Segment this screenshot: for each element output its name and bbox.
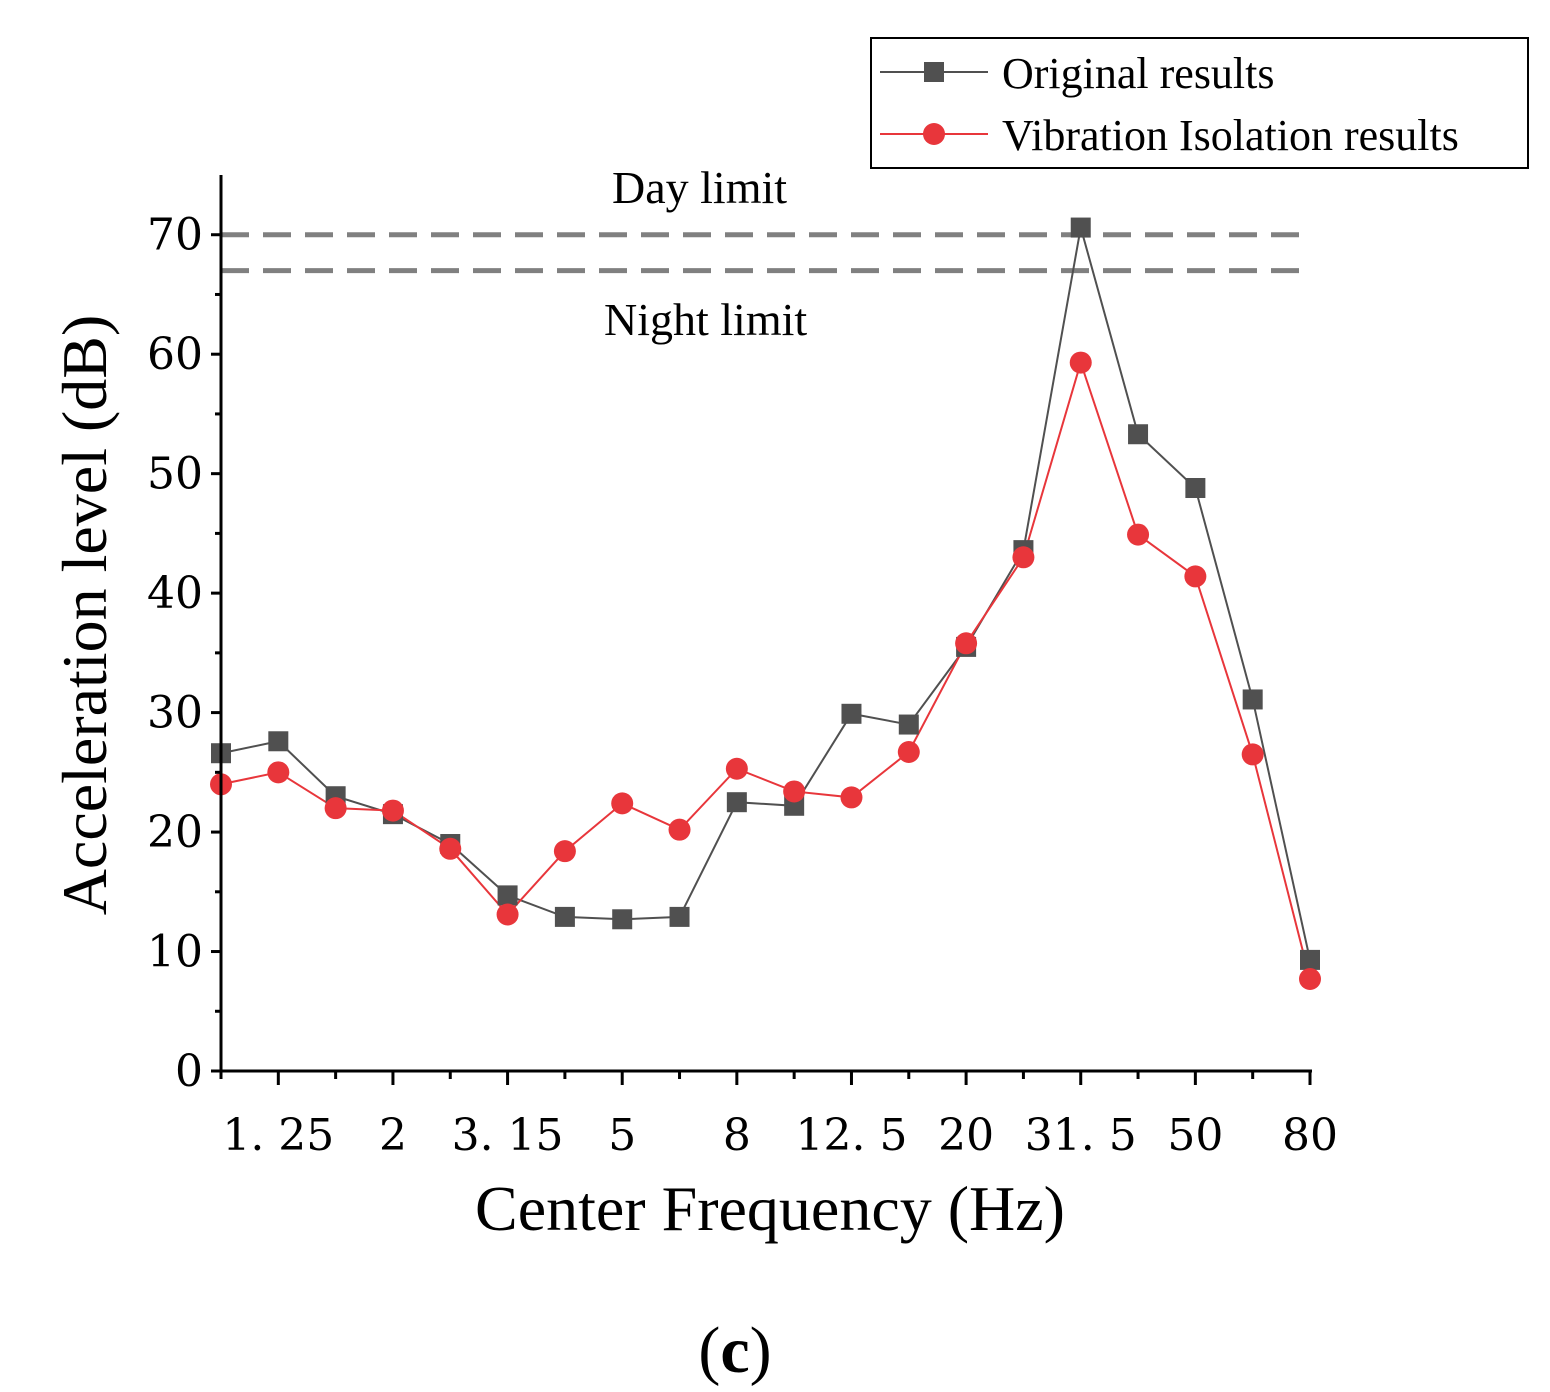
point-original [1185, 478, 1206, 499]
point-original [726, 792, 747, 813]
panel-open-paren: ( [698, 1314, 720, 1387]
x-tick-label: 1. 25 [222, 1110, 334, 1161]
point-isolation [381, 799, 404, 822]
panel-letter: c [720, 1314, 749, 1387]
y-tick-label: 20 [147, 807, 203, 858]
point-original [1242, 689, 1263, 710]
x-tick-label: 2 [379, 1110, 407, 1161]
point-original [554, 906, 575, 927]
point-isolation [553, 840, 576, 863]
point-isolation [496, 903, 519, 926]
point-original [1070, 217, 1091, 238]
y-tick-label: 60 [147, 329, 203, 380]
legend-marker-original [924, 62, 944, 82]
axes [219, 175, 1312, 1073]
y-tick-label: 0 [175, 1046, 203, 1097]
point-isolation [1127, 523, 1150, 546]
x-tick-label: 50 [1167, 1110, 1223, 1161]
x-tick-label: 3. 15 [452, 1110, 564, 1161]
point-original [898, 714, 919, 735]
point-isolation [1184, 565, 1207, 588]
point-original [669, 906, 690, 927]
point-isolation [725, 757, 748, 780]
point-isolation [897, 741, 920, 764]
night-limit-label: Night limit [604, 294, 807, 345]
x-tick-label: 12. 5 [795, 1110, 907, 1161]
point-isolation [1299, 968, 1321, 991]
x-tick-label: 20 [938, 1110, 994, 1161]
panel-label: (c) [698, 1314, 771, 1387]
legend-label-isolation: Vibration Isolation results [1002, 111, 1459, 160]
point-isolation [1012, 546, 1035, 569]
point-isolation [955, 632, 978, 655]
legend: Original results Vibration Isolation res… [870, 37, 1529, 169]
series-layer [210, 217, 1321, 991]
point-original [1300, 949, 1320, 970]
x-tick-label: 8 [723, 1110, 751, 1161]
x-tick-label: 80 [1282, 1110, 1338, 1161]
point-original [841, 703, 862, 724]
y-tick-label: 70 [147, 210, 203, 261]
y-tick-label: 40 [147, 568, 203, 619]
panel-close-paren: ) [750, 1314, 772, 1387]
point-original [268, 731, 289, 752]
series-line-isolation [220, 359, 1311, 980]
x-tick-label: 5 [608, 1110, 636, 1161]
point-isolation [783, 780, 806, 803]
legend-label-original: Original results [1002, 49, 1275, 98]
legend-box [870, 37, 1529, 169]
y-axis-title: Acceleration level (dB) [49, 315, 120, 916]
day-limit-label: Day limit [612, 162, 787, 213]
point-isolation [668, 818, 691, 841]
y-tick-label: 10 [147, 927, 203, 978]
point-isolation [611, 792, 634, 815]
point-isolation [439, 837, 462, 860]
point-isolation [267, 761, 290, 784]
reference-lines [221, 232, 1310, 274]
x-axis-title: Center Frequency (Hz) [475, 1173, 1065, 1244]
x-tick-label: 31. 5 [1025, 1110, 1137, 1161]
point-original [612, 909, 633, 930]
point-isolation [840, 786, 863, 809]
y-ticks: 0 10 20 30 40 50 60 70 [147, 210, 221, 1097]
point-original [1128, 424, 1149, 445]
point-isolation [324, 797, 347, 820]
point-isolation [1241, 743, 1264, 766]
x-ticks: 1. 25 2 3. 15 5 8 12. 5 20 31. 5 50 80 [219, 1071, 1338, 1161]
legend-marker-isolation [923, 123, 945, 145]
y-tick-label: 30 [147, 688, 203, 739]
y-tick-label: 50 [147, 449, 203, 500]
point-original [497, 885, 518, 906]
point-isolation [1069, 351, 1092, 374]
